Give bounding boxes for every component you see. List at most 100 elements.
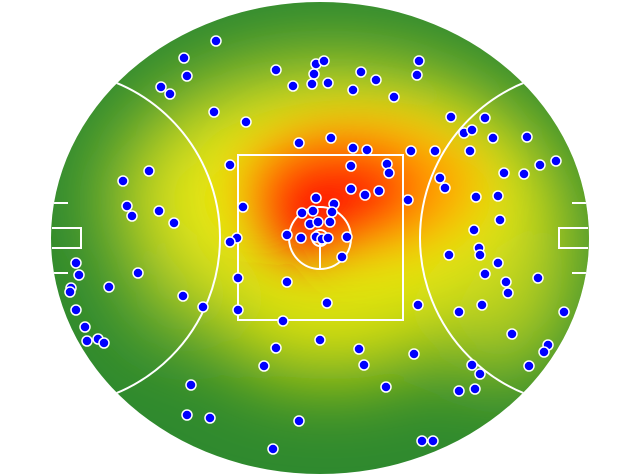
point	[518, 168, 530, 180]
point	[373, 185, 385, 197]
point	[439, 182, 451, 194]
point	[464, 145, 476, 157]
point	[155, 81, 167, 93]
point	[181, 70, 193, 82]
point	[287, 80, 299, 92]
point	[64, 286, 76, 298]
point	[307, 205, 319, 217]
point	[306, 78, 318, 90]
point	[258, 360, 270, 372]
point	[370, 74, 382, 86]
point	[153, 205, 165, 217]
point	[70, 304, 82, 316]
point	[308, 68, 320, 80]
point	[416, 435, 428, 447]
point	[538, 346, 550, 358]
point	[224, 236, 236, 248]
point	[324, 216, 336, 228]
point	[164, 88, 176, 100]
point	[126, 210, 138, 222]
point	[204, 412, 216, 424]
point	[429, 145, 441, 157]
point	[412, 299, 424, 311]
point	[132, 267, 144, 279]
point	[402, 194, 414, 206]
point	[347, 84, 359, 96]
point	[347, 142, 359, 154]
point	[405, 145, 417, 157]
point	[178, 52, 190, 64]
point	[197, 301, 209, 313]
point	[270, 342, 282, 354]
point	[358, 359, 370, 371]
point	[181, 409, 193, 421]
point	[479, 268, 491, 280]
point	[117, 175, 129, 187]
point	[468, 224, 480, 236]
point	[466, 124, 478, 136]
point	[380, 381, 392, 393]
point	[434, 172, 446, 184]
point	[210, 35, 222, 47]
point	[492, 190, 504, 202]
point	[281, 276, 293, 288]
point	[177, 290, 189, 302]
point	[168, 217, 180, 229]
point	[232, 272, 244, 284]
point	[277, 315, 289, 327]
point	[336, 251, 348, 263]
point	[558, 306, 570, 318]
point	[208, 106, 220, 118]
point	[466, 359, 478, 371]
point	[479, 112, 491, 124]
point	[295, 232, 307, 244]
point	[326, 206, 338, 218]
point	[281, 229, 293, 241]
point	[185, 379, 197, 391]
point	[98, 337, 110, 349]
point	[312, 216, 324, 228]
point	[121, 200, 133, 212]
point	[445, 111, 457, 123]
point	[498, 167, 510, 179]
point	[408, 348, 420, 360]
point	[314, 334, 326, 346]
point	[322, 77, 334, 89]
point	[361, 144, 373, 156]
point	[353, 343, 365, 355]
point	[79, 321, 91, 333]
point	[322, 232, 334, 244]
point	[474, 249, 486, 261]
point	[240, 116, 252, 128]
point	[237, 201, 249, 213]
point	[443, 249, 455, 261]
point	[296, 207, 308, 219]
point	[532, 272, 544, 284]
point	[388, 91, 400, 103]
point	[224, 159, 236, 171]
point	[506, 328, 518, 340]
point	[232, 304, 244, 316]
point	[318, 55, 330, 67]
point	[345, 183, 357, 195]
point	[81, 335, 93, 347]
point	[534, 159, 546, 171]
point	[492, 257, 504, 269]
point	[341, 231, 353, 243]
point	[494, 214, 506, 226]
point	[487, 132, 499, 144]
point	[293, 137, 305, 149]
point	[500, 276, 512, 288]
point	[355, 66, 367, 78]
point	[321, 297, 333, 309]
point	[476, 299, 488, 311]
point	[470, 191, 482, 203]
point	[523, 360, 535, 372]
point	[267, 443, 279, 455]
point	[345, 160, 357, 172]
point	[270, 64, 282, 76]
point	[453, 385, 465, 397]
point	[293, 415, 305, 427]
point	[325, 132, 337, 144]
